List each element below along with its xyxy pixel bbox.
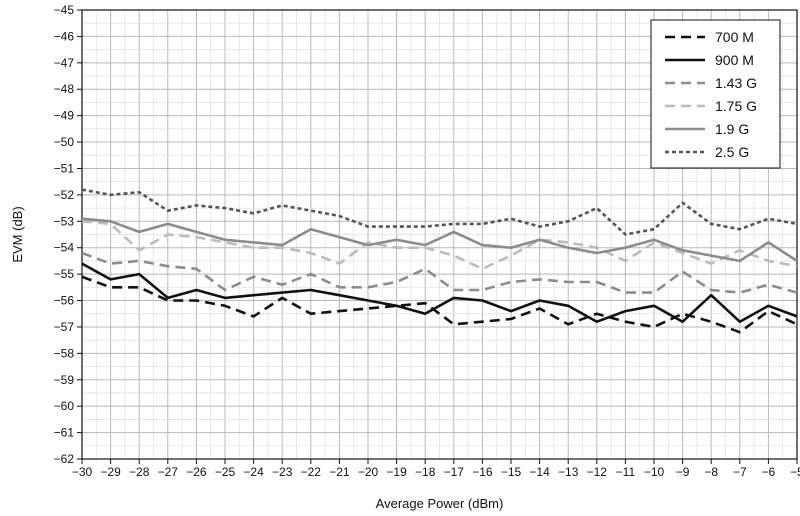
series-layer	[81, 188, 798, 334]
x-tick-label: −30	[72, 465, 93, 479]
x-tick-label: −18	[415, 465, 436, 479]
y-tick-label: −52	[54, 188, 75, 202]
y-tick-label: −59	[54, 373, 75, 387]
x-tick-label: −25	[215, 465, 236, 479]
y-tick-label: −49	[54, 109, 75, 123]
x-tick-label: −14	[529, 465, 550, 479]
x-tick-label: −6	[762, 465, 776, 479]
x-tick-label: −19	[386, 465, 407, 479]
x-tick-label: −11	[616, 465, 636, 479]
tick-labels: −30 −29 −28 −27 −26 −25 −24 −23 −22 −21 −20 −19 −18−…	[54, 3, 800, 479]
y-tick-label: −54	[54, 241, 75, 255]
y-tick-label: −53	[54, 214, 75, 228]
x-tick-label: −16	[472, 465, 493, 479]
y-tick-label: −57	[54, 320, 75, 334]
x-tick-label: −9	[676, 465, 690, 479]
legend-label: 1.9 G	[715, 121, 749, 137]
y-tick-label: −46	[54, 29, 75, 43]
y-tick-label: −48	[54, 82, 75, 96]
legend-label: 900 M	[715, 52, 754, 68]
x-tick-label: −26	[186, 465, 207, 479]
y-tick-label: −51	[54, 161, 75, 175]
grid	[81, 9, 798, 460]
plot-frame	[81, 9, 798, 460]
x-tick-label: −17	[444, 465, 465, 479]
x-tick-label: −21	[329, 465, 350, 479]
y-tick-label: −50	[54, 135, 75, 149]
x-tick-label: −22	[301, 465, 322, 479]
y-tick-label: −61	[54, 426, 75, 440]
series-line	[81, 251, 798, 294]
series-line	[81, 220, 798, 271]
legend-label: 700 M	[715, 29, 754, 45]
x-tick-label: −29	[100, 465, 121, 479]
y-tick-label: −60	[54, 399, 75, 413]
x-tick-label: −28	[129, 465, 150, 479]
y-tick-label: −55	[54, 267, 75, 281]
y-tick-label: −58	[54, 346, 75, 360]
legend-label: 1.43 G	[715, 75, 757, 91]
legend: 700 M 900 M 1.43 G 1.75 G 1.9 G 2.5 G	[650, 19, 781, 169]
series-line	[81, 275, 798, 334]
x-tick-label: −27	[158, 465, 179, 479]
x-tick-label: −20	[358, 465, 379, 479]
x-tick-label: −10	[644, 465, 665, 479]
legend-label: 1.75 G	[715, 98, 757, 114]
y-tick-label: −56	[54, 294, 75, 308]
x-tick-label: −15	[501, 465, 522, 479]
y-tick-label: −45	[54, 3, 75, 17]
x-tick-label: −24	[243, 465, 264, 479]
x-tick-label: −13	[558, 465, 579, 479]
x-axis-title: Average Power (dBm)	[376, 496, 504, 511]
x-tick-label: −7	[733, 465, 747, 479]
x-tick-label: −23	[272, 465, 293, 479]
y-axis-title: EVM (dB)	[10, 206, 25, 262]
legend-box	[650, 19, 781, 169]
series-line	[81, 188, 798, 236]
x-tick-label: −5	[790, 465, 800, 479]
x-tick-label: −12	[587, 465, 608, 479]
y-tick-label: −62	[54, 452, 75, 466]
x-tick-label: −8	[704, 465, 718, 479]
series-line	[81, 217, 798, 263]
y-tick-label: −47	[54, 56, 75, 70]
legend-label: 2.5 G	[715, 144, 749, 160]
series-line	[81, 262, 798, 324]
